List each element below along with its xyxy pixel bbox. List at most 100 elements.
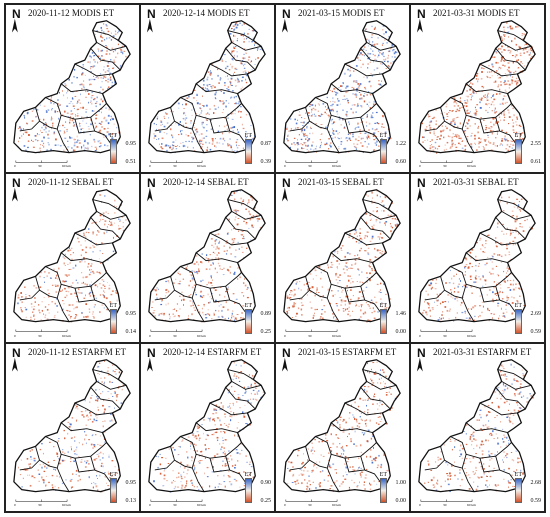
region-boundary xyxy=(148,189,266,323)
scale-bar-label: 0 xyxy=(284,502,286,507)
region-boundary xyxy=(13,189,131,323)
district-boundary xyxy=(360,455,385,488)
scale-bar-label: 60 km xyxy=(62,333,71,338)
legend-min-value: 0.61 xyxy=(530,159,542,166)
district-boundary xyxy=(154,107,175,132)
district-boundary xyxy=(39,290,58,299)
north-arrow-icon xyxy=(281,188,288,202)
legend-max-value: 0.95 xyxy=(125,479,137,486)
scale-bar-label: 30 xyxy=(443,502,447,507)
district-boundary xyxy=(362,30,389,41)
district-boundary xyxy=(225,217,256,240)
panel-title: 2020-11-12 ESTARFM ET xyxy=(28,346,126,357)
district-boundary xyxy=(344,288,365,303)
region-boundary xyxy=(418,189,536,323)
district-boundary xyxy=(195,422,238,433)
district-boundary xyxy=(495,217,526,240)
legend-max-value: 1.46 xyxy=(395,310,407,317)
scale-bar-label: 30 xyxy=(38,502,42,507)
district-boundary xyxy=(461,115,475,153)
legend-min-value: 0.25 xyxy=(260,497,272,504)
district-boundary xyxy=(362,368,389,380)
district-boundary xyxy=(45,97,107,120)
scale-bar-label: 60 km xyxy=(332,164,341,169)
legend-max-value: 0.95 xyxy=(125,310,137,317)
district-boundary xyxy=(479,288,500,303)
legend-min-value: 0.00 xyxy=(395,497,407,504)
district-boundary xyxy=(209,288,230,303)
north-arrow-icon xyxy=(416,188,423,202)
region-boundary xyxy=(13,358,131,492)
north-arrow-icon xyxy=(146,357,153,372)
scale-bar-label: 0 xyxy=(284,333,286,338)
district-boundary xyxy=(450,97,512,120)
legend-max-value: 2.68 xyxy=(530,479,542,486)
district-boundary xyxy=(74,457,95,473)
district-boundary xyxy=(501,42,532,51)
district-boundary xyxy=(344,457,365,473)
legend-min-value: 0.00 xyxy=(395,328,407,335)
scale-bar-label: 60 km xyxy=(197,502,206,507)
district-boundary xyxy=(74,119,95,134)
et-map xyxy=(11,357,131,502)
north-label: N xyxy=(417,176,426,191)
scale-bar-label: 0 xyxy=(14,333,16,338)
district-boundary xyxy=(191,453,205,492)
district-boundary xyxy=(191,115,205,153)
scale-bar xyxy=(285,329,338,333)
district-boundary xyxy=(444,459,463,469)
legend-max-value: 0.87 xyxy=(260,141,272,148)
district-boundary xyxy=(344,63,383,77)
district-boundary xyxy=(465,422,508,433)
north-label: N xyxy=(12,7,21,21)
scale-bar-label: 0 xyxy=(419,164,421,169)
legend-color-ramp xyxy=(245,477,252,503)
district-boundary xyxy=(461,284,475,323)
district-boundary xyxy=(174,120,193,130)
legend-title: ET xyxy=(514,302,522,309)
scale-bar-label: 60 km xyxy=(467,333,476,338)
district-boundary xyxy=(330,252,373,264)
district-boundary xyxy=(90,286,115,319)
legend-min-value: 0.39 xyxy=(260,159,272,166)
legend-color-ramp xyxy=(110,308,117,334)
district-boundary xyxy=(424,276,445,301)
legend-min-value: 0.13 xyxy=(125,497,137,504)
district-boundary xyxy=(209,402,248,415)
district-boundary xyxy=(174,290,193,299)
legend-max-value: 0.89 xyxy=(260,310,272,317)
scale-bar-label: 60 km xyxy=(62,164,71,169)
et-raster xyxy=(287,361,399,492)
et-raster xyxy=(151,190,263,323)
district-boundary xyxy=(45,266,107,289)
district-boundary xyxy=(289,276,310,301)
district-boundary xyxy=(501,380,532,390)
legend-color-ramp xyxy=(245,139,252,165)
district-boundary xyxy=(191,284,205,323)
legend-color-ramp xyxy=(515,308,522,334)
district-boundary xyxy=(309,120,328,130)
north-arrow-icon xyxy=(11,357,18,372)
scale-bar-label: 0 xyxy=(419,502,421,507)
scale-bar-label: 30 xyxy=(308,333,312,338)
district-boundary xyxy=(231,211,262,221)
map-panel: N 2021-03-15 MODIS ET ET 1.22 0.60 0 30 60 km xyxy=(275,4,410,174)
district-boundary xyxy=(19,445,40,471)
scale-bar-label: 0 xyxy=(284,164,286,169)
district-boundary xyxy=(450,266,512,289)
district-boundary xyxy=(444,290,463,299)
et-map xyxy=(281,188,401,333)
district-boundary xyxy=(309,459,328,469)
scale-bar-label: 0 xyxy=(14,164,16,169)
district-boundary xyxy=(289,445,310,471)
panel-title: 2021-03-31 MODIS ET xyxy=(433,8,520,18)
district-boundary xyxy=(366,380,397,390)
district-boundary xyxy=(360,386,391,409)
scale-bar-label: 60 km xyxy=(332,333,341,338)
scale-bar xyxy=(420,329,473,333)
legend-color-ramp xyxy=(515,477,522,503)
district-boundary xyxy=(92,368,119,380)
district-boundary xyxy=(444,120,463,130)
region-boundary xyxy=(148,358,266,492)
scale-bar-label: 30 xyxy=(38,333,42,338)
